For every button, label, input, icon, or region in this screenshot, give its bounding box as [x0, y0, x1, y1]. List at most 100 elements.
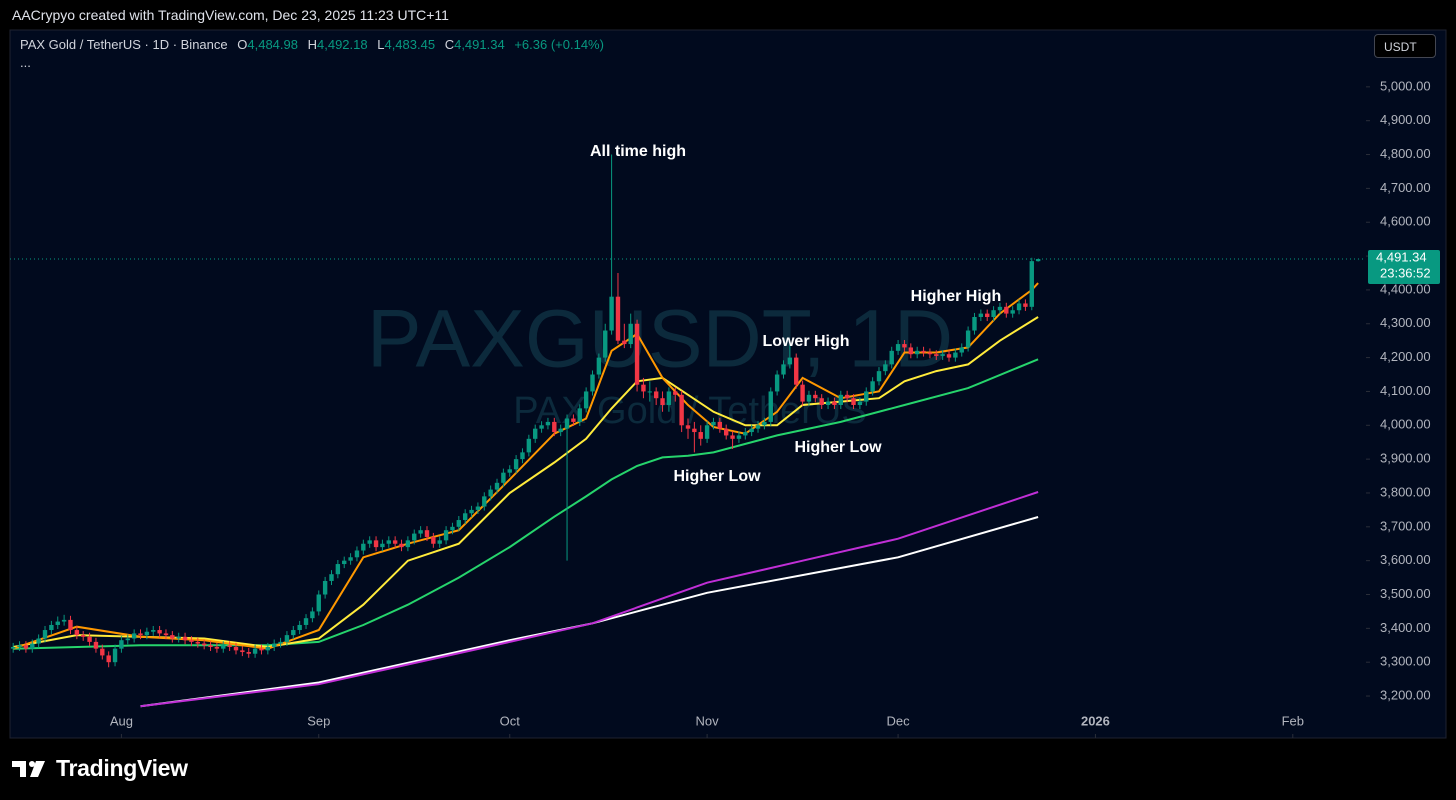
- candle-body: [42, 630, 48, 639]
- candle-body: [501, 472, 506, 483]
- candle-body: [533, 428, 538, 439]
- candle-body: [291, 630, 296, 636]
- candle-body: [755, 425, 761, 429]
- candle-body: [927, 352, 933, 355]
- candle-body: [545, 421, 551, 426]
- candle-body: [322, 580, 328, 595]
- candle-body: [876, 371, 882, 382]
- candle-body: [959, 347, 964, 353]
- candle-body: [787, 357, 793, 365]
- annotation: Higher High: [911, 288, 1002, 305]
- candle-body: [361, 543, 366, 551]
- candle-body: [685, 425, 691, 429]
- y-tick-label: 3,700.00: [1380, 518, 1431, 533]
- symbol-bar: PAX Gold / TetherUS · 1D · Binance O4,48…: [20, 37, 604, 52]
- candle-body: [106, 655, 111, 663]
- candle-body: [819, 398, 824, 405]
- candle-body: [182, 636, 188, 641]
- candle-body: [144, 631, 150, 636]
- candle-body: [271, 643, 277, 647]
- y-tick-label: 3,300.00: [1380, 654, 1431, 669]
- candle-body: [278, 641, 283, 644]
- ohlc-key: L: [377, 37, 385, 52]
- candle-body: [1023, 303, 1028, 307]
- candle-body: [564, 418, 570, 429]
- candle-body: [596, 357, 602, 375]
- footer: TradingView: [12, 755, 188, 782]
- candle-body: [297, 624, 302, 631]
- candle-body: [743, 432, 748, 436]
- candle-body: [1035, 259, 1041, 262]
- candle-body: [112, 648, 118, 663]
- candle-body: [81, 635, 86, 637]
- candle-body: [151, 630, 156, 632]
- last-price-label: 4,491.34: [1376, 249, 1427, 264]
- candle-body: [74, 630, 80, 636]
- candle-body: [405, 540, 411, 548]
- candle-body: [23, 645, 29, 649]
- candle-body: [895, 344, 901, 351]
- candle-body: [934, 354, 939, 356]
- y-tick-label: 4,400.00: [1380, 281, 1431, 296]
- candle-body: [692, 428, 697, 433]
- candle-body: [914, 350, 920, 355]
- candle-body: [303, 618, 309, 625]
- candle-body: [30, 643, 35, 649]
- candle-body: [857, 401, 863, 405]
- candle-body: [456, 520, 462, 527]
- candle-body: [431, 536, 436, 544]
- candle-body: [125, 638, 130, 641]
- candle-body: [768, 391, 773, 422]
- candle-body: [997, 306, 1003, 311]
- plot-area: [10, 154, 1041, 708]
- currency-button[interactable]: USDT: [1374, 34, 1436, 58]
- candle-body: [475, 506, 481, 510]
- candle-body: [985, 313, 990, 317]
- candle-body: [450, 526, 455, 531]
- candle-body: [704, 425, 710, 439]
- candle-body: [711, 421, 716, 426]
- candle-body: [176, 636, 181, 639]
- candle-body: [392, 540, 398, 544]
- candle-body: [577, 408, 582, 422]
- last-price-badge: [1368, 250, 1440, 285]
- candle-body: [634, 323, 640, 385]
- y-tick-label: 3,900.00: [1380, 451, 1431, 466]
- candle-body: [100, 648, 105, 656]
- brand-logo: [12, 760, 45, 777]
- candle-body: [61, 619, 67, 622]
- more-button[interactable]: ...: [20, 55, 31, 70]
- candle-body: [412, 533, 417, 541]
- y-tick-label: 4,200.00: [1380, 349, 1431, 364]
- candle-body: [221, 645, 226, 649]
- x-tick-label: Nov: [696, 713, 720, 728]
- candle-body: [424, 530, 430, 537]
- candle-body: [373, 540, 379, 548]
- candle-body: [526, 438, 532, 453]
- candle-body: [800, 384, 805, 402]
- candle-body: [437, 540, 442, 544]
- candle-body: [246, 652, 251, 654]
- y-tick-label: 4,100.00: [1380, 383, 1431, 398]
- ohlc-key: C: [444, 37, 455, 52]
- candle-body: [628, 323, 633, 345]
- candle-body: [558, 428, 563, 433]
- candle-body: [335, 564, 341, 575]
- candle-body: [462, 513, 468, 521]
- candle-body: [660, 398, 665, 405]
- candle-body: [310, 611, 315, 619]
- candle-body: [615, 296, 621, 341]
- candle-body: [399, 543, 404, 548]
- y-tick-label: 5,000.00: [1380, 78, 1431, 93]
- candle-body: [806, 394, 812, 402]
- candle-body: [163, 633, 169, 636]
- candle-body: [641, 384, 646, 392]
- candle-body: [736, 435, 742, 439]
- candle-body: [195, 641, 201, 644]
- chart-panel: [9, 29, 1447, 739]
- candle-body: [201, 643, 207, 646]
- ohlc-value: 4,492.18: [317, 37, 368, 52]
- candle-body: [864, 391, 869, 402]
- candle-body: [189, 640, 194, 642]
- candle-body: [494, 482, 500, 490]
